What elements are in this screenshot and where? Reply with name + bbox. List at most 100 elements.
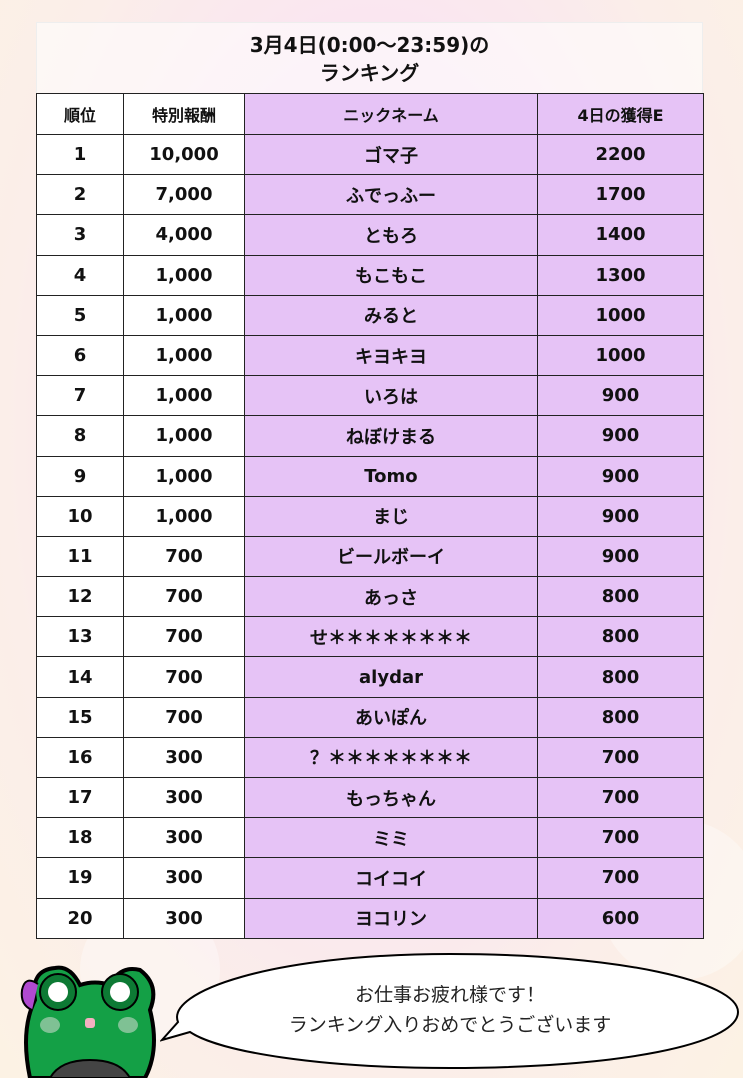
cell-earned: 800 — [537, 616, 704, 658]
cell-rank: 18 — [36, 817, 124, 859]
cell-earned: 900 — [537, 415, 704, 457]
cell-nickname: ヨコリン — [244, 897, 538, 939]
cell-reward: 700 — [123, 576, 245, 618]
cell-rank: 15 — [36, 696, 124, 738]
cell-reward: 300 — [123, 897, 245, 939]
table-row: 15 700 あいぽん 800 — [36, 696, 704, 738]
header-nickname: ニックネーム — [244, 93, 538, 135]
header-rank: 順位 — [36, 93, 124, 135]
cell-rank: 5 — [36, 294, 124, 336]
table-row: 12 700 あっさ 800 — [36, 576, 704, 618]
cell-nickname: ミミ — [244, 817, 538, 859]
cell-earned: 800 — [537, 656, 704, 698]
table-row: 14 700 alydar 800 — [36, 656, 704, 698]
cell-reward: 300 — [123, 776, 245, 819]
cell-reward: 300 — [123, 736, 245, 779]
cell-earned: 1400 — [537, 214, 704, 256]
title-line-2: ランキング — [319, 61, 420, 85]
cell-reward: 700 — [123, 696, 245, 738]
cell-earned: 1000 — [537, 334, 704, 377]
cell-rank: 4 — [36, 254, 124, 296]
table-row: 2 7,000 ふでっふー 1700 — [36, 174, 704, 216]
table-row: 5 1,000 みると 1000 — [36, 294, 704, 336]
cell-rank: 17 — [36, 776, 124, 819]
table-row: 18 300 ミミ 700 — [36, 817, 704, 859]
congratulations-message: お仕事お疲れ様です！ ランキング入りおめでとうございます — [160, 980, 740, 1040]
header-reward: 特別報酬 — [123, 93, 245, 135]
cell-nickname: もこもこ — [244, 254, 538, 296]
cell-nickname: alydar — [244, 656, 538, 698]
cell-rank: 20 — [36, 897, 124, 939]
table-row: 4 1,000 もこもこ 1300 — [36, 254, 704, 296]
cell-nickname: ゴマ子 — [244, 133, 538, 176]
cell-earned: 2200 — [537, 133, 704, 176]
cell-nickname: ねぼけまる — [244, 415, 538, 457]
cell-reward: 1,000 — [123, 495, 245, 537]
cell-nickname: まじ — [244, 495, 538, 537]
table-row: 17 300 もっちゃん 700 — [36, 776, 704, 819]
cell-nickname: あいぽん — [244, 696, 538, 738]
table-row: 3 4,000 ともろ 1400 — [36, 214, 704, 256]
cell-rank: 3 — [36, 214, 124, 256]
cell-rank: 11 — [36, 535, 124, 578]
table-row: 7 1,000 いろは 900 — [36, 375, 704, 417]
cell-earned: 700 — [537, 736, 704, 779]
cell-earned: 1700 — [537, 174, 704, 216]
cell-earned: 900 — [537, 495, 704, 537]
title-line-1: 3月4日(0:00〜23:59)の — [249, 33, 490, 57]
table-header-row: 順位 特別報酬 ニックネーム 4日の獲得E — [36, 93, 704, 135]
cell-rank: 1 — [36, 133, 124, 176]
cell-nickname: いろは — [244, 375, 538, 417]
table-row: 16 300 ？＊＊＊＊＊＊＊＊ 700 — [36, 736, 704, 779]
cell-reward: 1,000 — [123, 294, 245, 336]
cell-earned: 700 — [537, 817, 704, 859]
cell-earned: 900 — [537, 455, 704, 497]
table-row: 10 1,000 まじ 900 — [36, 495, 704, 537]
cell-earned: 600 — [537, 897, 704, 939]
cell-nickname: ビールボーイ — [244, 535, 538, 578]
cell-rank: 14 — [36, 656, 124, 698]
cell-nickname: もっちゃん — [244, 776, 538, 819]
cell-reward: 10,000 — [123, 133, 245, 176]
cell-rank: 8 — [36, 415, 124, 457]
cell-rank: 2 — [36, 174, 124, 216]
cell-nickname: せ＊＊＊＊＊＊＊＊ — [244, 616, 538, 658]
frog-mascot-illustration — [20, 965, 156, 1078]
cell-rank: 9 — [36, 455, 124, 497]
cell-nickname: Tomo — [244, 455, 538, 497]
cell-reward: 1,000 — [123, 455, 245, 497]
cell-earned: 900 — [537, 375, 704, 417]
ranking-card: 3月4日(0:00〜23:59)の ランキング 順位 特別報酬 ニックネーム 4… — [36, 22, 704, 939]
cell-reward: 700 — [123, 535, 245, 578]
speech-bubble — [160, 952, 740, 1070]
cell-earned: 800 — [537, 576, 704, 618]
cell-reward: 4,000 — [123, 214, 245, 256]
cell-rank: 12 — [36, 576, 124, 618]
table-row: 1 10,000 ゴマ子 2200 — [36, 133, 704, 176]
cell-nickname: ふでっふー — [244, 174, 538, 216]
cell-rank: 13 — [36, 616, 124, 658]
cell-nickname: キヨキヨ — [244, 334, 538, 377]
cell-earned: 700 — [537, 776, 704, 819]
cell-rank: 19 — [36, 857, 124, 899]
cell-reward: 1,000 — [123, 415, 245, 457]
table-row: 19 300 コイコイ 700 — [36, 857, 704, 899]
cell-reward: 1,000 — [123, 375, 245, 417]
table-row: 13 700 せ＊＊＊＊＊＊＊＊ 800 — [36, 616, 704, 658]
ranking-table: 順位 特別報酬 ニックネーム 4日の獲得E 1 10,000 ゴマ子 2200 2 7,0… — [36, 93, 704, 939]
cell-rank: 10 — [36, 495, 124, 537]
message-line-1: お仕事お疲れ様です！ — [354, 984, 545, 1006]
table-row: 6 1,000 キヨキヨ 1000 — [36, 334, 704, 377]
table-row: 8 1,000 ねぼけまる 900 — [36, 415, 704, 457]
message-line-2: ランキング入りおめでとうございます — [288, 1014, 612, 1036]
header-earned: 4日の獲得E — [537, 93, 704, 135]
cell-reward: 700 — [123, 616, 245, 658]
cell-reward: 1,000 — [123, 334, 245, 377]
cell-rank: 6 — [36, 334, 124, 377]
cell-earned: 700 — [537, 857, 704, 899]
cell-reward: 7,000 — [123, 174, 245, 216]
cell-rank: 7 — [36, 375, 124, 417]
ranking-title: 3月4日(0:00〜23:59)の ランキング — [36, 22, 703, 93]
table-row: 20 300 ヨコリン 600 — [36, 897, 704, 939]
table-row: 9 1,000 Tomo 900 — [36, 455, 704, 497]
